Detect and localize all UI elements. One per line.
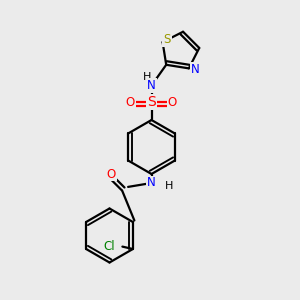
Text: Cl: Cl [103,239,115,253]
Text: H: H [165,181,174,191]
Text: N: N [147,79,156,92]
Text: N: N [190,63,199,76]
Text: O: O [168,95,177,109]
Text: O: O [126,95,135,109]
Text: S: S [164,33,171,46]
Text: S: S [147,95,156,109]
Text: O: O [106,167,116,181]
Text: N: N [147,176,156,190]
Text: H: H [143,71,151,82]
